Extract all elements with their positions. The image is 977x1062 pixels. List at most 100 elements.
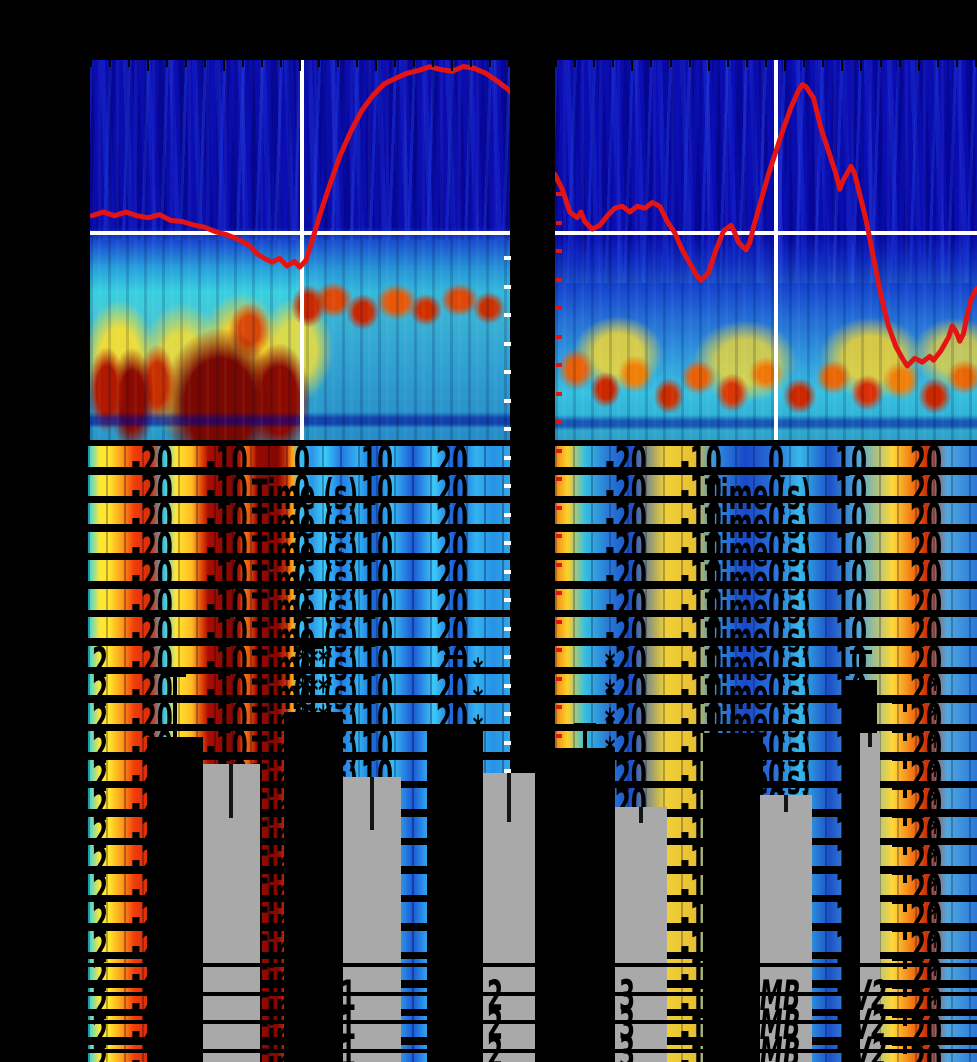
stacked-xtick-label: 0 [293, 437, 311, 486]
axis-baseline [548, 1020, 977, 1024]
axis-tick-top [631, 60, 633, 71]
stacked-xtick-label: 20 [435, 665, 469, 714]
stacked-xtick-label: 20 [909, 551, 943, 600]
stacked-errorbar-stub [903, 814, 907, 826]
axis-tick-top [280, 60, 282, 67]
stacked-xtick-label: 20 [435, 494, 469, 543]
spectrogram-strip-row [88, 446, 510, 467]
axis-tick-top [937, 60, 939, 67]
axis-baseline [88, 1020, 540, 1024]
spectrogram-strip-row [88, 532, 510, 553]
stacked-xtick-label: 20 [909, 523, 943, 572]
axis-tick-top [356, 60, 358, 67]
stacked-white-dash [504, 484, 511, 488]
stacked-xtick-label: -20 [605, 580, 647, 629]
errorbar-black-line [583, 723, 587, 751]
stacked-xtick-label: 20 [909, 437, 943, 486]
errorbar-black-cap [444, 655, 466, 659]
stacked-xtick-label: -20 [605, 551, 647, 600]
stacked-xtick-label: 0 [293, 551, 311, 600]
stacked-red-dash [556, 278, 562, 282]
bar-black [555, 748, 615, 1062]
axis-tick-top [822, 60, 824, 67]
axis-tick-top [299, 60, 301, 71]
stacked-xtick-label: 0 [293, 608, 311, 657]
stacked-xaxis-label: Time (s) [251, 556, 359, 605]
axis-baseline [548, 992, 977, 996]
axis-tick-top [261, 60, 263, 67]
spectrogram-strip-row [555, 475, 977, 496]
stacked-xtick-label: 0 [767, 751, 785, 800]
stacked-white-dash [504, 513, 511, 517]
stacked-errorbar-stub [903, 700, 907, 712]
bar-black [427, 728, 483, 1062]
stacked-xtick-label: 0 [767, 665, 785, 714]
spectrogram-strip-row [88, 589, 510, 610]
axis-tick-top [128, 60, 130, 67]
red-trace-left-polyline [90, 64, 510, 270]
axis-tick-top [956, 60, 958, 67]
stacked-xtick-label: 10 [834, 494, 868, 543]
bar-group-label: 2 [486, 1028, 504, 1062]
stacked-white-dash [504, 655, 511, 659]
stacked-white-dash [504, 684, 511, 688]
stacked-red-dash [556, 506, 562, 510]
stacked-xtick-label: 10 [360, 608, 394, 657]
stacked-red-dash [556, 734, 562, 738]
axis-tick-top [185, 60, 187, 67]
bar-group-label: MB [759, 1000, 801, 1049]
stacked-xtick-label: 0 [293, 494, 311, 543]
axis-tick-top [394, 60, 396, 67]
stacked-xtick-label: -10 [206, 494, 248, 543]
stacked-xtick-label: 10 [834, 466, 868, 515]
significance-asterisk: * [472, 681, 484, 722]
bar-group-label: 2 [486, 1000, 504, 1049]
stacked-xtick-label: 0 [767, 523, 785, 572]
axis-tick-top [841, 60, 843, 71]
stacked-xtick-label: -10 [206, 608, 248, 657]
stacked-xtick-label: 10 [360, 437, 394, 486]
stacked-xtick-label: 0 [293, 580, 311, 629]
stacked-xtick-label: -20 [605, 437, 647, 486]
stacked-xtick-label: -10 [206, 722, 248, 771]
stacked-xtick-label: -20 [605, 494, 647, 543]
bar-group-label: 2 [487, 1061, 503, 1062]
crosshair-hline-right [555, 231, 977, 235]
stacked-xtick-label: -10 [206, 637, 248, 686]
significance-asterisk: * [929, 669, 941, 710]
errorbar-black-line [859, 650, 863, 683]
stacked-xtick-label: -20 [131, 523, 173, 572]
stacked-xtick-label: 20 [909, 580, 943, 629]
stacked-xtick-label: 20 [909, 637, 943, 686]
stacked-ytick-label: 2 [91, 724, 109, 773]
stacked-xtick-label: 10 [360, 694, 394, 743]
axis-tick-top [880, 60, 882, 67]
bar-group-label: 1 [340, 1061, 356, 1062]
stacked-xaxis-label: Time (s) [251, 527, 359, 576]
stacked-xtick-label: -20 [605, 608, 647, 657]
errorbar-gray-line [868, 733, 872, 747]
stacked-xtick-label: 10 [360, 722, 394, 771]
stacked-xtick-label: -20 [605, 466, 647, 515]
errorbar-black-cap [302, 645, 324, 649]
stacked-xaxis-label: Time (s) [251, 499, 359, 548]
stacked-red-dash [556, 591, 562, 595]
stacked-xaxis-label: Time (s) [704, 527, 812, 576]
spectrogram-strip-row [88, 475, 510, 496]
bar-group-label: MB [760, 1061, 801, 1062]
spectrogram-strip-row [555, 532, 977, 553]
axis-tick-top [899, 60, 901, 67]
stacked-ytick-label: 2 [91, 638, 109, 687]
stacked-errorbar-stub [903, 900, 907, 912]
significance-asterisk: * [929, 755, 941, 796]
axis-tick-top [90, 60, 92, 67]
bar-group-label: 3 [618, 1000, 636, 1049]
errorbar-gray-line [507, 773, 511, 822]
spectrogram-panel-left [90, 60, 510, 440]
stacked-red-dash [556, 705, 562, 709]
stacked-xtick-label: 10 [360, 523, 394, 572]
stacked-xaxis-label: Time (s) [251, 584, 359, 633]
stacked-xtick-label: -10 [680, 437, 722, 486]
stacked-red-dash [556, 420, 562, 424]
axis-baseline [548, 1049, 977, 1053]
